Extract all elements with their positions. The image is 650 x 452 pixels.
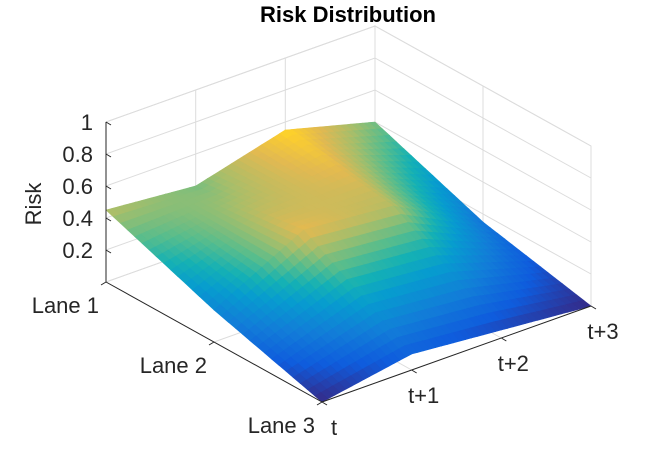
x-tick-label: t+3 <box>587 319 618 344</box>
y-tick-mark <box>100 281 107 286</box>
x-tick-mark <box>321 401 328 406</box>
z-tick-mark <box>105 217 112 222</box>
y-tick-mark <box>208 341 215 346</box>
surface-layer <box>105 121 592 403</box>
chart-title: Risk Distribution <box>260 2 436 27</box>
z-axis-label: Risk <box>21 182 46 226</box>
z-tick-label: 0.8 <box>62 142 93 167</box>
y-tick-label: Lane 1 <box>32 293 99 318</box>
x-axis-line <box>321 305 592 403</box>
z-tick-label: 0.2 <box>62 238 93 263</box>
z-tick-label: 1 <box>81 110 93 135</box>
axis-layer <box>100 121 597 406</box>
x-tick-mark <box>501 337 507 342</box>
surface-patch <box>314 392 329 403</box>
x-tick-mark <box>411 369 417 374</box>
x-tick-label: t <box>331 415 337 440</box>
x-tick-label: t+1 <box>408 383 439 408</box>
x-tick-label: t+2 <box>498 351 529 376</box>
z-tick-mark <box>105 121 112 126</box>
z-tick-mark <box>105 185 112 190</box>
x-tick-mark <box>590 305 597 310</box>
y-tick-label: Lane 3 <box>248 413 315 438</box>
label-layer: t t+1 t+2 t+3 Lane 1 Lane 2 Lane 3 0.2 0.4 0.6 0.8… <box>32 110 619 440</box>
y-tick-mark <box>316 401 323 406</box>
y-tick-label: Lane 2 <box>140 353 207 378</box>
z-tick-label: 0.4 <box>62 206 93 231</box>
z-tick-mark <box>105 249 112 254</box>
z-tick-mark <box>105 153 112 158</box>
z-tick-label: 0.6 <box>62 174 93 199</box>
